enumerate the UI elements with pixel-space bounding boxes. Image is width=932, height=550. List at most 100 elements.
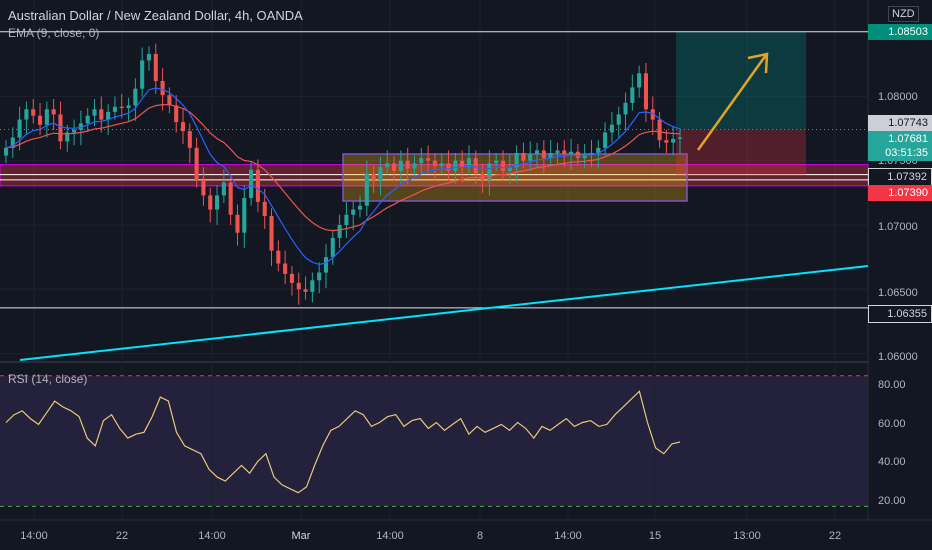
candle-up: [596, 147, 601, 153]
candle-up: [412, 163, 417, 169]
arrow-head-icon: [747, 52, 769, 74]
candle-down: [500, 160, 506, 171]
candle-up: [630, 87, 635, 103]
rsi-band: [0, 375, 868, 507]
candle-down: [289, 273, 294, 283]
time-label: 22: [115, 530, 129, 542]
projection-arrow: [696, 54, 768, 151]
candle-down: [371, 173, 376, 180]
candle-up: [323, 257, 329, 273]
candle-down: [269, 216, 274, 251]
candle-down: [405, 160, 410, 169]
currency-badge[interactable]: NZD: [888, 6, 919, 22]
ema-slow-line: [5, 103, 681, 232]
candle-up: [671, 138, 676, 143]
drawing-overlays: [0, 31, 869, 361]
candle-down: [650, 109, 655, 120]
ema-line: [5, 87, 681, 266]
candle-up: [10, 137, 15, 148]
rsi-tick: 60.00: [878, 418, 906, 430]
candle-up: [78, 123, 83, 130]
candle-down: [180, 122, 186, 132]
candle-down: [473, 158, 478, 174]
candle-down: [480, 173, 485, 180]
candle-up: [317, 272, 322, 281]
candle-up: [44, 109, 49, 125]
candle-up: [330, 237, 335, 258]
candle-down: [235, 214, 240, 233]
price-tick: 1.06500: [878, 287, 918, 299]
candle-up: [146, 54, 152, 61]
candle-down: [276, 250, 281, 264]
time-label: 14:00: [20, 530, 48, 542]
entry-price-tag: 1.07743: [868, 115, 932, 131]
candle-down: [167, 95, 172, 106]
candle-down: [51, 109, 56, 115]
candle-up: [609, 124, 614, 133]
time-label: 14:00: [376, 530, 404, 542]
candle-down: [432, 160, 437, 166]
candle-up: [364, 173, 369, 206]
candle-down: [255, 169, 260, 202]
candle-up: [249, 169, 254, 198]
candle-up: [569, 151, 574, 155]
candle-up: [514, 153, 519, 168]
stop-zone: [676, 129, 806, 175]
trade-zones: [0, 31, 869, 202]
candle-up: [507, 167, 512, 171]
candle-down: [575, 151, 580, 159]
candle-down: [460, 160, 465, 168]
candle-down: [664, 140, 669, 143]
time-label: 8: [476, 530, 484, 542]
candle-up: [603, 132, 608, 148]
candle-down: [208, 195, 213, 210]
candle-up: [589, 153, 594, 155]
candle-up: [357, 205, 363, 210]
candle-up: [24, 109, 29, 120]
candle-up: [534, 150, 540, 155]
candle-down: [228, 182, 233, 215]
rsi-line: [5, 390, 681, 494]
candle-up: [242, 198, 247, 233]
price-tick: 1.08000: [878, 91, 918, 103]
candle-up: [85, 115, 90, 124]
candle-up: [310, 280, 315, 292]
time-label: Mar: [291, 530, 311, 542]
candle-up: [140, 60, 145, 89]
candle-up: [582, 154, 587, 159]
candle-down: [541, 150, 546, 159]
candle-up: [72, 129, 77, 133]
candle-down: [194, 147, 199, 180]
candle-down: [392, 163, 397, 171]
candle-up: [398, 160, 403, 171]
rsi-legend: RSI (14, close): [8, 372, 88, 386]
ema-legend: EMA (9, close, 0): [8, 26, 100, 40]
candle-down: [262, 201, 267, 216]
candle-up: [439, 163, 444, 166]
rsi-tick: 80.00: [878, 379, 906, 391]
candle-down: [303, 289, 308, 292]
candle-up: [3, 147, 9, 156]
candle-up: [112, 106, 117, 112]
bar-countdown-tag: 03:51:35: [868, 145, 932, 161]
candle-up: [494, 160, 499, 164]
candle-down: [119, 106, 124, 108]
candle-down: [153, 54, 158, 81]
zone-upper-tag: 1.07392: [868, 168, 932, 186]
time-label: 14:00: [198, 530, 226, 542]
candle-up: [637, 73, 642, 88]
candle-up: [378, 167, 383, 180]
candle-up: [126, 105, 131, 108]
candle-up: [466, 158, 471, 168]
ema-lines: [5, 87, 681, 266]
candle-up: [344, 214, 349, 225]
candle-down: [521, 153, 526, 161]
support-price-tag: 1.06355: [868, 305, 932, 323]
candle-down: [562, 150, 567, 155]
last-price-tag: 1.07681: [868, 131, 932, 147]
candle-up: [92, 109, 97, 116]
price-tick: 1.06000: [878, 351, 918, 363]
time-label: 14:00: [554, 530, 582, 542]
time-label: 22: [828, 530, 842, 542]
